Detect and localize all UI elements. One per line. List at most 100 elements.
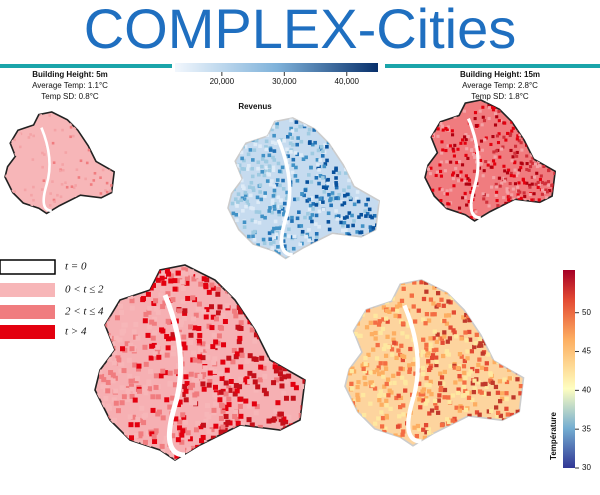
map-cell	[515, 137, 519, 141]
map-cell	[361, 425, 367, 431]
map-cell	[175, 437, 181, 443]
map-cell	[257, 251, 261, 256]
map-cell	[469, 425, 474, 431]
map-cell	[213, 423, 219, 429]
map-cell	[173, 416, 179, 422]
map-cell	[5, 196, 8, 200]
map-cell	[61, 128, 64, 132]
map-cell	[480, 123, 484, 127]
map-cell	[164, 352, 170, 358]
map-cell	[236, 436, 242, 442]
map-cell	[549, 125, 553, 129]
map-cell	[196, 338, 202, 344]
map-cell	[267, 257, 272, 259]
map-cell	[59, 169, 62, 173]
map-cell	[237, 403, 243, 409]
map-cell	[223, 391, 229, 397]
map-cell	[249, 298, 255, 304]
map-cell	[540, 192, 544, 196]
map-cell	[268, 206, 272, 210]
map-cell	[450, 393, 456, 398]
map-cell	[334, 176, 338, 180]
map-cell	[394, 355, 399, 361]
legend-swatch	[0, 325, 55, 339]
map-cell	[270, 246, 275, 250]
map-cell	[509, 412, 514, 418]
map-cell	[211, 332, 217, 338]
map-cell	[407, 363, 412, 368]
map-cell	[485, 306, 490, 311]
map-cell	[181, 334, 187, 340]
map-cell	[488, 378, 493, 383]
map-cell	[110, 335, 116, 341]
map-cell	[359, 423, 365, 428]
map-cell	[507, 329, 512, 334]
map-cell	[411, 304, 416, 309]
map-cell	[119, 361, 125, 367]
map-cell	[272, 207, 277, 211]
map-cell	[517, 195, 521, 199]
map-cell	[173, 369, 179, 375]
map-cell	[377, 398, 382, 403]
map-cell	[194, 391, 200, 397]
map-cell	[200, 355, 206, 361]
map-cell	[502, 135, 506, 139]
map-cell	[276, 451, 282, 457]
map-cell	[258, 304, 264, 310]
map-cell	[554, 123, 556, 127]
map-cell	[92, 179, 96, 182]
map-cell	[325, 144, 329, 149]
map-cell	[117, 337, 123, 343]
map-cell	[490, 312, 495, 317]
map-cell	[536, 149, 540, 153]
map-cell	[252, 379, 258, 385]
map-cell	[94, 146, 98, 149]
map-cell	[146, 324, 152, 330]
map-cell	[347, 211, 352, 215]
map-cell	[237, 142, 241, 147]
map-cell	[426, 167, 430, 171]
map-cell	[133, 432, 139, 438]
map-cell	[550, 146, 554, 150]
map-cell	[440, 140, 444, 144]
map-cell	[337, 143, 342, 148]
map-cell	[272, 125, 276, 129]
map-cell	[258, 364, 264, 370]
map-cell	[233, 440, 239, 446]
map-cell	[66, 180, 70, 184]
map-cell	[215, 291, 221, 297]
map-cell	[478, 109, 482, 113]
map-cell	[490, 185, 494, 189]
map-cell	[427, 125, 431, 129]
map-cell	[426, 147, 430, 152]
map-cell	[293, 234, 297, 239]
map-cell	[435, 332, 440, 337]
map-cell	[500, 280, 505, 285]
map-cell	[324, 186, 329, 190]
tick-label: 40,000	[335, 77, 360, 86]
map-cell	[536, 185, 540, 189]
map-cell	[380, 370, 385, 375]
map-cell	[93, 124, 96, 128]
map-cell	[170, 395, 176, 401]
map-cell	[494, 405, 499, 410]
map-cell	[507, 340, 513, 345]
map-cell	[511, 155, 515, 159]
map-cell	[505, 280, 510, 285]
map-cell	[345, 412, 350, 417]
map-cell	[441, 148, 445, 152]
map-cell	[495, 217, 499, 221]
map-cell	[172, 286, 178, 292]
map-cell	[519, 297, 524, 303]
map-cell	[371, 172, 376, 177]
map-cell	[61, 168, 65, 172]
map-cell	[275, 125, 279, 129]
map-cell	[445, 189, 449, 193]
map-cell	[490, 438, 495, 444]
map-cell	[74, 126, 77, 130]
map-cell	[418, 352, 423, 358]
map-cell	[491, 436, 496, 441]
map-cell	[264, 326, 270, 332]
map-cell	[517, 322, 522, 328]
map-cell	[35, 148, 39, 152]
